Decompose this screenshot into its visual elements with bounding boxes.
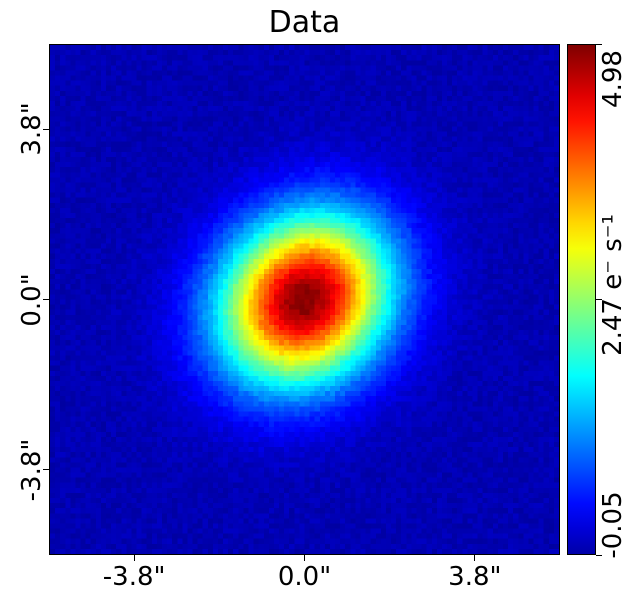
chart-title: Data xyxy=(268,5,341,40)
heatmap-pixels xyxy=(50,45,559,554)
colorbar-mid-label: 2.47 e⁻ s⁻¹ xyxy=(598,213,628,356)
xtick-label: 0.0" xyxy=(277,562,332,592)
xtick-mark xyxy=(474,555,476,561)
xtick-mark xyxy=(304,555,305,561)
ytick-label: -3.8" xyxy=(17,438,47,502)
colorbar-tick xyxy=(596,43,602,45)
colorbar-tick xyxy=(596,299,602,300)
colorbar-tick xyxy=(596,554,602,556)
colorbar-min-label: -0.05 xyxy=(598,491,628,559)
xtick-mark xyxy=(133,555,135,561)
colorbar xyxy=(567,44,596,555)
colorbar-max-label: 4.98 xyxy=(598,50,628,108)
ytick-mark xyxy=(43,128,49,130)
xtick-label: 3.8" xyxy=(448,562,502,592)
xtick-label: -3.8" xyxy=(102,562,166,592)
ytick-label: 3.8" xyxy=(17,102,47,156)
ytick-mark xyxy=(43,469,49,471)
heatmap-image xyxy=(49,44,560,555)
ytick-label: 0.0" xyxy=(17,272,47,327)
ytick-mark xyxy=(43,299,49,300)
